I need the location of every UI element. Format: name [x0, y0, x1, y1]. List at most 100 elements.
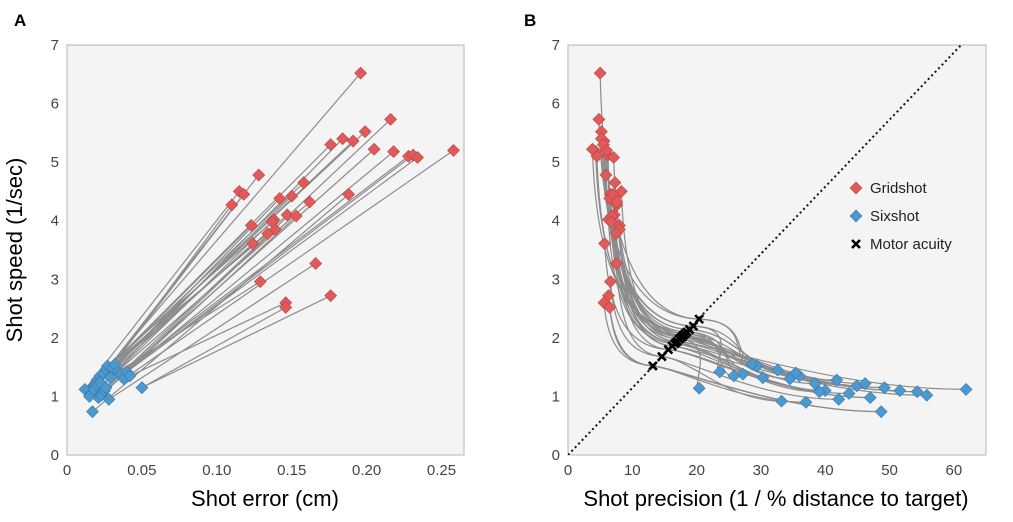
- gridshot-point: [303, 195, 317, 209]
- gridshot-point: [609, 227, 623, 241]
- panel-a-markers: [78, 66, 460, 419]
- panel-a-y-ticks: 0 1 2 3 4 5 6 7: [51, 37, 59, 464]
- x-tick-label: 0.20: [352, 462, 381, 479]
- x-tick-label: 20: [688, 462, 705, 479]
- sixshot-point: [858, 377, 872, 390]
- x-tick-label: 0.05: [127, 462, 156, 479]
- gridshot-point: [336, 132, 350, 146]
- gridshot-point: [593, 66, 607, 80]
- gridshot-point: [411, 151, 424, 164]
- y-tick-label: 6: [552, 96, 560, 113]
- y-tick-label: 2: [552, 330, 560, 347]
- legend-motor-acuity-label: Motor acuity: [870, 236, 952, 253]
- sixshot-point: [799, 395, 813, 409]
- gridshot-point: [592, 112, 606, 126]
- sixshot-point: [910, 385, 924, 399]
- sixshot-point: [775, 394, 788, 408]
- legend-gridshot-label: Gridshot: [870, 180, 928, 197]
- gridshot-point: [237, 187, 251, 201]
- sixshot-point: [104, 371, 117, 385]
- y-tick-label: 2: [51, 330, 59, 347]
- sixshot-point: [692, 381, 706, 395]
- gridshot-point: [285, 189, 299, 203]
- panel-a-plot-area: [66, 44, 465, 456]
- connector-line: [123, 149, 454, 380]
- sixshot-point: [102, 392, 116, 406]
- gridshot-point: [280, 208, 294, 222]
- gridshot-point: [610, 195, 624, 209]
- connector-line: [99, 144, 332, 377]
- connector-line: [105, 118, 392, 389]
- connector-line: [93, 198, 281, 390]
- sixshot-point: [771, 363, 785, 377]
- gridshot-point: [598, 237, 612, 250]
- gridshot-point: [590, 149, 604, 163]
- gridshot-point: [253, 275, 267, 289]
- gridshot-point: [297, 176, 311, 190]
- gridshot-point: [273, 192, 287, 205]
- panel-b-letter: B: [524, 11, 536, 30]
- connector-line: [95, 219, 275, 393]
- connector-line: [141, 306, 287, 389]
- gridshot-point: [246, 237, 260, 250]
- y-tick-label: 5: [51, 154, 59, 171]
- sixshot-point: [959, 382, 973, 396]
- sixshot-point: [832, 392, 846, 406]
- legend-sixshot-label: Sixshot: [870, 208, 920, 225]
- gridshot-point: [384, 112, 398, 126]
- y-tick-label: 0: [552, 447, 560, 464]
- panel-b-y-ticks: 0 1 2 3 4 5 6 7: [552, 37, 560, 464]
- legend-sixshot-marker: [849, 209, 863, 223]
- y-tick-label: 4: [552, 213, 560, 230]
- x-tick-label: 0.25: [427, 462, 456, 479]
- panel-b-x-ticks: 0 10 20 30 40 50 60: [564, 462, 962, 479]
- panel-a-connectors: [84, 72, 454, 413]
- gridshot-point: [604, 215, 618, 229]
- sixshot-point: [808, 377, 822, 390]
- gridshot-point: [346, 134, 360, 148]
- y-tick-label: 3: [51, 271, 59, 288]
- gridshot-point: [599, 168, 613, 182]
- connector-line: [108, 262, 317, 400]
- motor-acuity-point: [677, 331, 688, 342]
- sixshot-point: [736, 367, 750, 381]
- y-tick-label: 6: [51, 96, 59, 113]
- gridshot-point: [358, 125, 372, 139]
- panel-b-x-axis-label: Shot precision (1 / % distance to target…: [583, 486, 968, 511]
- legend-gridshot-marker: [849, 181, 863, 195]
- gridshot-point: [289, 209, 303, 223]
- sixshot-point: [713, 365, 727, 379]
- legend: Gridshot Sixshot Motor acuity: [849, 180, 952, 253]
- panel-a-x-ticks: 0 0.05 0.10 0.15 0.20 0.25: [63, 462, 456, 479]
- x-tick-label: 0.15: [277, 462, 306, 479]
- sixshot-point: [830, 373, 844, 387]
- y-tick-label: 5: [552, 154, 560, 171]
- sixshot-point: [123, 369, 137, 383]
- gridshot-point: [354, 66, 368, 80]
- sixshot-point: [99, 381, 113, 395]
- panel-b: B 0 10 20 30 40 50 60 0 1 2 3 4 5 6 7 Shot precision …: [524, 11, 987, 511]
- sixshot-point: [756, 371, 770, 385]
- y-tick-label: 4: [51, 213, 59, 230]
- y-tick-label: 7: [552, 37, 560, 54]
- sixshot-point: [783, 372, 797, 386]
- gridshot-point: [603, 300, 617, 314]
- sixshot-point: [842, 387, 856, 400]
- x-tick-label: 0.10: [202, 462, 231, 479]
- connector-line: [96, 224, 252, 381]
- x-tick-label: 30: [753, 462, 770, 479]
- sixshot-point: [745, 357, 759, 371]
- y-tick-label: 7: [51, 37, 59, 54]
- sixshot-point: [813, 385, 826, 399]
- gridshot-point: [252, 168, 266, 182]
- panel-a-letter: A: [14, 11, 26, 30]
- x-tick-label: 60: [946, 462, 963, 479]
- connector-line: [141, 295, 331, 389]
- gridshot-point: [367, 142, 381, 156]
- gridshot-point: [604, 275, 617, 289]
- gridshot-point: [608, 176, 622, 190]
- sixshot-point: [874, 405, 888, 419]
- x-tick-label: 50: [881, 462, 898, 479]
- y-tick-label: 3: [552, 271, 560, 288]
- identity-line: [568, 45, 963, 455]
